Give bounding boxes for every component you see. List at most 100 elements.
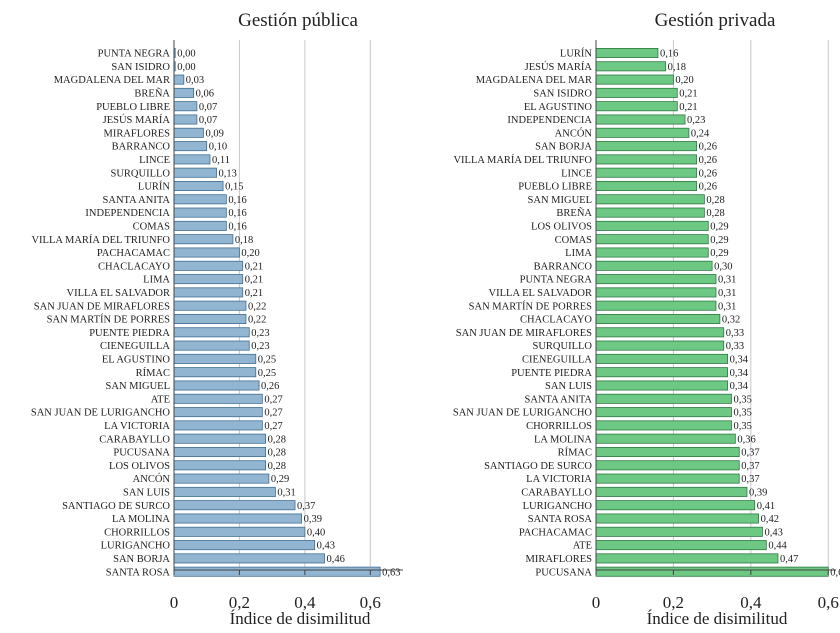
category-label: LINCE	[561, 168, 592, 179]
bar	[595, 367, 729, 378]
data-label: 0,22	[248, 301, 266, 312]
bar	[173, 180, 224, 191]
data-label: 0,00	[177, 49, 195, 60]
category-label: PUEBLO LIBRE	[96, 102, 170, 113]
data-label: 0,16	[228, 222, 246, 233]
category-label: BREÑA	[134, 88, 170, 100]
bar	[173, 380, 260, 391]
data-label: 0,22	[248, 315, 266, 326]
bar	[595, 460, 740, 471]
data-label: 0,37	[741, 448, 759, 459]
category-label: SAN JUAN DE LURIGANCHO	[31, 408, 171, 419]
category-label: MAGDALENA DEL MAR	[476, 75, 592, 86]
data-label: 0,40	[307, 527, 325, 538]
data-label: 0,34	[730, 381, 749, 392]
data-label: 0,33	[726, 341, 744, 352]
category-label: VILLA EL SALVADOR	[489, 288, 592, 299]
bar	[595, 48, 659, 59]
category-label: COMAS	[133, 222, 171, 233]
chart-title: Gestión pública	[238, 10, 358, 31]
category-label: SAN MARTÍN DE PORRES	[469, 300, 593, 312]
category-label: CIENEGUILLA	[100, 341, 170, 352]
category-label: INDEPENDENCIA	[85, 208, 170, 219]
data-label: 0,46	[326, 554, 344, 565]
data-label: 0,29	[710, 235, 728, 246]
bar	[173, 247, 240, 258]
bar	[595, 114, 686, 125]
data-label: 0,25	[258, 368, 276, 379]
bar	[173, 513, 302, 524]
category-label: PUNTA NEGRA	[520, 275, 593, 286]
data-label: 0,44	[768, 541, 787, 552]
category-label: PACHACAMAC	[97, 248, 170, 259]
category-label: LINCE	[139, 155, 170, 166]
bar	[173, 220, 227, 231]
bar	[173, 327, 250, 338]
category-label: SANTA ANITA	[103, 195, 171, 206]
data-label: 0,29	[710, 222, 728, 233]
bar	[595, 154, 698, 165]
category-label: CHORRILLOS	[104, 527, 170, 538]
category-label: LA MOLINA	[112, 514, 170, 525]
category-label: JESÚS MARÍA	[103, 114, 171, 126]
category-label: VILLA MARÍA DEL TRIUNFO	[453, 154, 592, 166]
bar	[173, 340, 250, 351]
bar	[173, 553, 325, 564]
bar	[595, 61, 667, 72]
data-label: 0,23	[251, 328, 269, 339]
category-label: BREÑA	[556, 207, 592, 219]
data-label: 0,18	[235, 235, 253, 246]
category-label: RÍMAC	[558, 447, 592, 459]
data-label: 0,35	[733, 421, 751, 432]
bar	[173, 420, 263, 431]
category-label: PUCUSANA	[113, 448, 170, 459]
bar	[595, 327, 725, 338]
bar	[595, 353, 729, 364]
chart-title: Gestión privada	[655, 10, 776, 31]
bar	[595, 220, 709, 231]
x-axis-label: Índice de disimilitud	[647, 609, 788, 628]
bar	[173, 167, 217, 178]
data-label: 0,43	[317, 541, 335, 552]
data-label: 0,16	[228, 208, 246, 219]
category-label: LA MOLINA	[534, 434, 592, 445]
data-label: 0,37	[297, 501, 315, 512]
data-label: 0,63	[382, 567, 400, 578]
x-tick-label: 0,6	[360, 593, 381, 612]
chart-panel-1: Gestión pública PUNTA NEGRA 0,00 SAN ISIDRO…	[31, 10, 403, 628]
data-label: 0,26	[261, 381, 279, 392]
bar	[595, 540, 767, 551]
category-label: SANTA ANITA	[525, 394, 593, 405]
bar	[595, 287, 717, 298]
data-label: 0,26	[699, 168, 717, 179]
category-label: PACHACAMAC	[519, 527, 592, 538]
data-label: 0,28	[706, 208, 724, 219]
category-label: PUENTE PIEDRA	[511, 368, 592, 379]
category-label: VILLA MARÍA DEL TRIUNFO	[31, 234, 170, 246]
data-label: 0,26	[699, 142, 717, 153]
data-label: 0,10	[209, 142, 227, 153]
bar	[595, 393, 732, 404]
x-tick-label: 0,6	[818, 593, 839, 612]
data-label: 0,09	[205, 128, 223, 139]
bar	[595, 274, 717, 285]
bar	[173, 486, 276, 497]
category-label: CARABAYLLO	[521, 488, 592, 499]
data-label: 0,39	[304, 514, 322, 525]
data-label: 0,35	[733, 408, 751, 419]
data-label: 0,60	[830, 567, 840, 578]
category-label: JESÚS MARÍA	[525, 61, 593, 73]
bar	[595, 207, 705, 218]
category-label: PUCUSANA	[535, 567, 592, 578]
x-tick-label: 0,4	[740, 593, 762, 612]
bar	[595, 526, 763, 537]
category-label: ATE	[573, 541, 592, 552]
category-label: PUEBLO LIBRE	[518, 182, 592, 193]
bar	[173, 460, 266, 471]
data-label: 0,23	[251, 341, 269, 352]
data-label: 0,21	[679, 102, 697, 113]
data-label: 0,28	[268, 461, 286, 472]
data-label: 0,33	[726, 328, 744, 339]
bar	[173, 127, 204, 138]
bar	[173, 274, 244, 285]
